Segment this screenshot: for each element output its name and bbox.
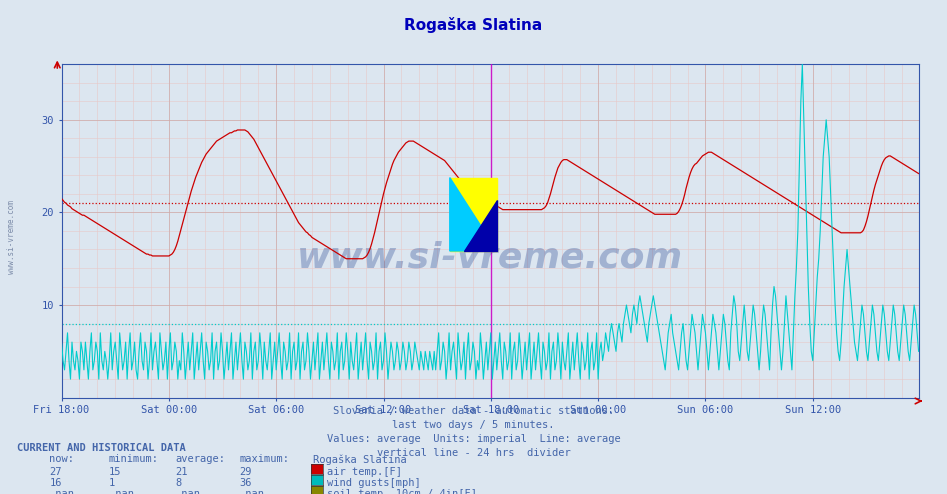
Text: -nan: -nan (240, 489, 264, 494)
Text: -nan: -nan (175, 489, 200, 494)
Text: 29: 29 (240, 467, 252, 477)
Text: -nan: -nan (109, 489, 134, 494)
Polygon shape (464, 200, 497, 251)
Bar (450, 178, 497, 251)
Polygon shape (450, 178, 497, 251)
Text: 8: 8 (175, 478, 182, 488)
Text: -nan: -nan (49, 489, 74, 494)
Text: www.si-vreme.com: www.si-vreme.com (297, 241, 683, 275)
Text: Slovenia / weather data - automatic stations.: Slovenia / weather data - automatic stat… (333, 406, 614, 416)
Text: now:: now: (49, 454, 74, 464)
Text: minimum:: minimum: (109, 454, 159, 464)
Text: air temp.[F]: air temp.[F] (327, 467, 402, 477)
Text: vertical line - 24 hrs  divider: vertical line - 24 hrs divider (377, 448, 570, 457)
Text: 16: 16 (49, 478, 62, 488)
Text: 15: 15 (109, 467, 121, 477)
Text: 36: 36 (240, 478, 252, 488)
Text: Rogaška Slatina: Rogaška Slatina (313, 454, 406, 465)
Text: average:: average: (175, 454, 225, 464)
Text: 21: 21 (175, 467, 188, 477)
Text: last two days / 5 minutes.: last two days / 5 minutes. (392, 420, 555, 430)
Text: wind gusts[mph]: wind gusts[mph] (327, 478, 420, 488)
Text: 27: 27 (49, 467, 62, 477)
Text: maximum:: maximum: (240, 454, 290, 464)
Text: Rogaška Slatina: Rogaška Slatina (404, 17, 543, 33)
Text: 1: 1 (109, 478, 116, 488)
Text: CURRENT AND HISTORICAL DATA: CURRENT AND HISTORICAL DATA (17, 443, 186, 453)
Text: Values: average  Units: imperial  Line: average: Values: average Units: imperial Line: av… (327, 434, 620, 444)
Text: soil temp. 10cm / 4in[F]: soil temp. 10cm / 4in[F] (327, 489, 476, 494)
Text: www.si-vreme.com: www.si-vreme.com (7, 200, 16, 274)
